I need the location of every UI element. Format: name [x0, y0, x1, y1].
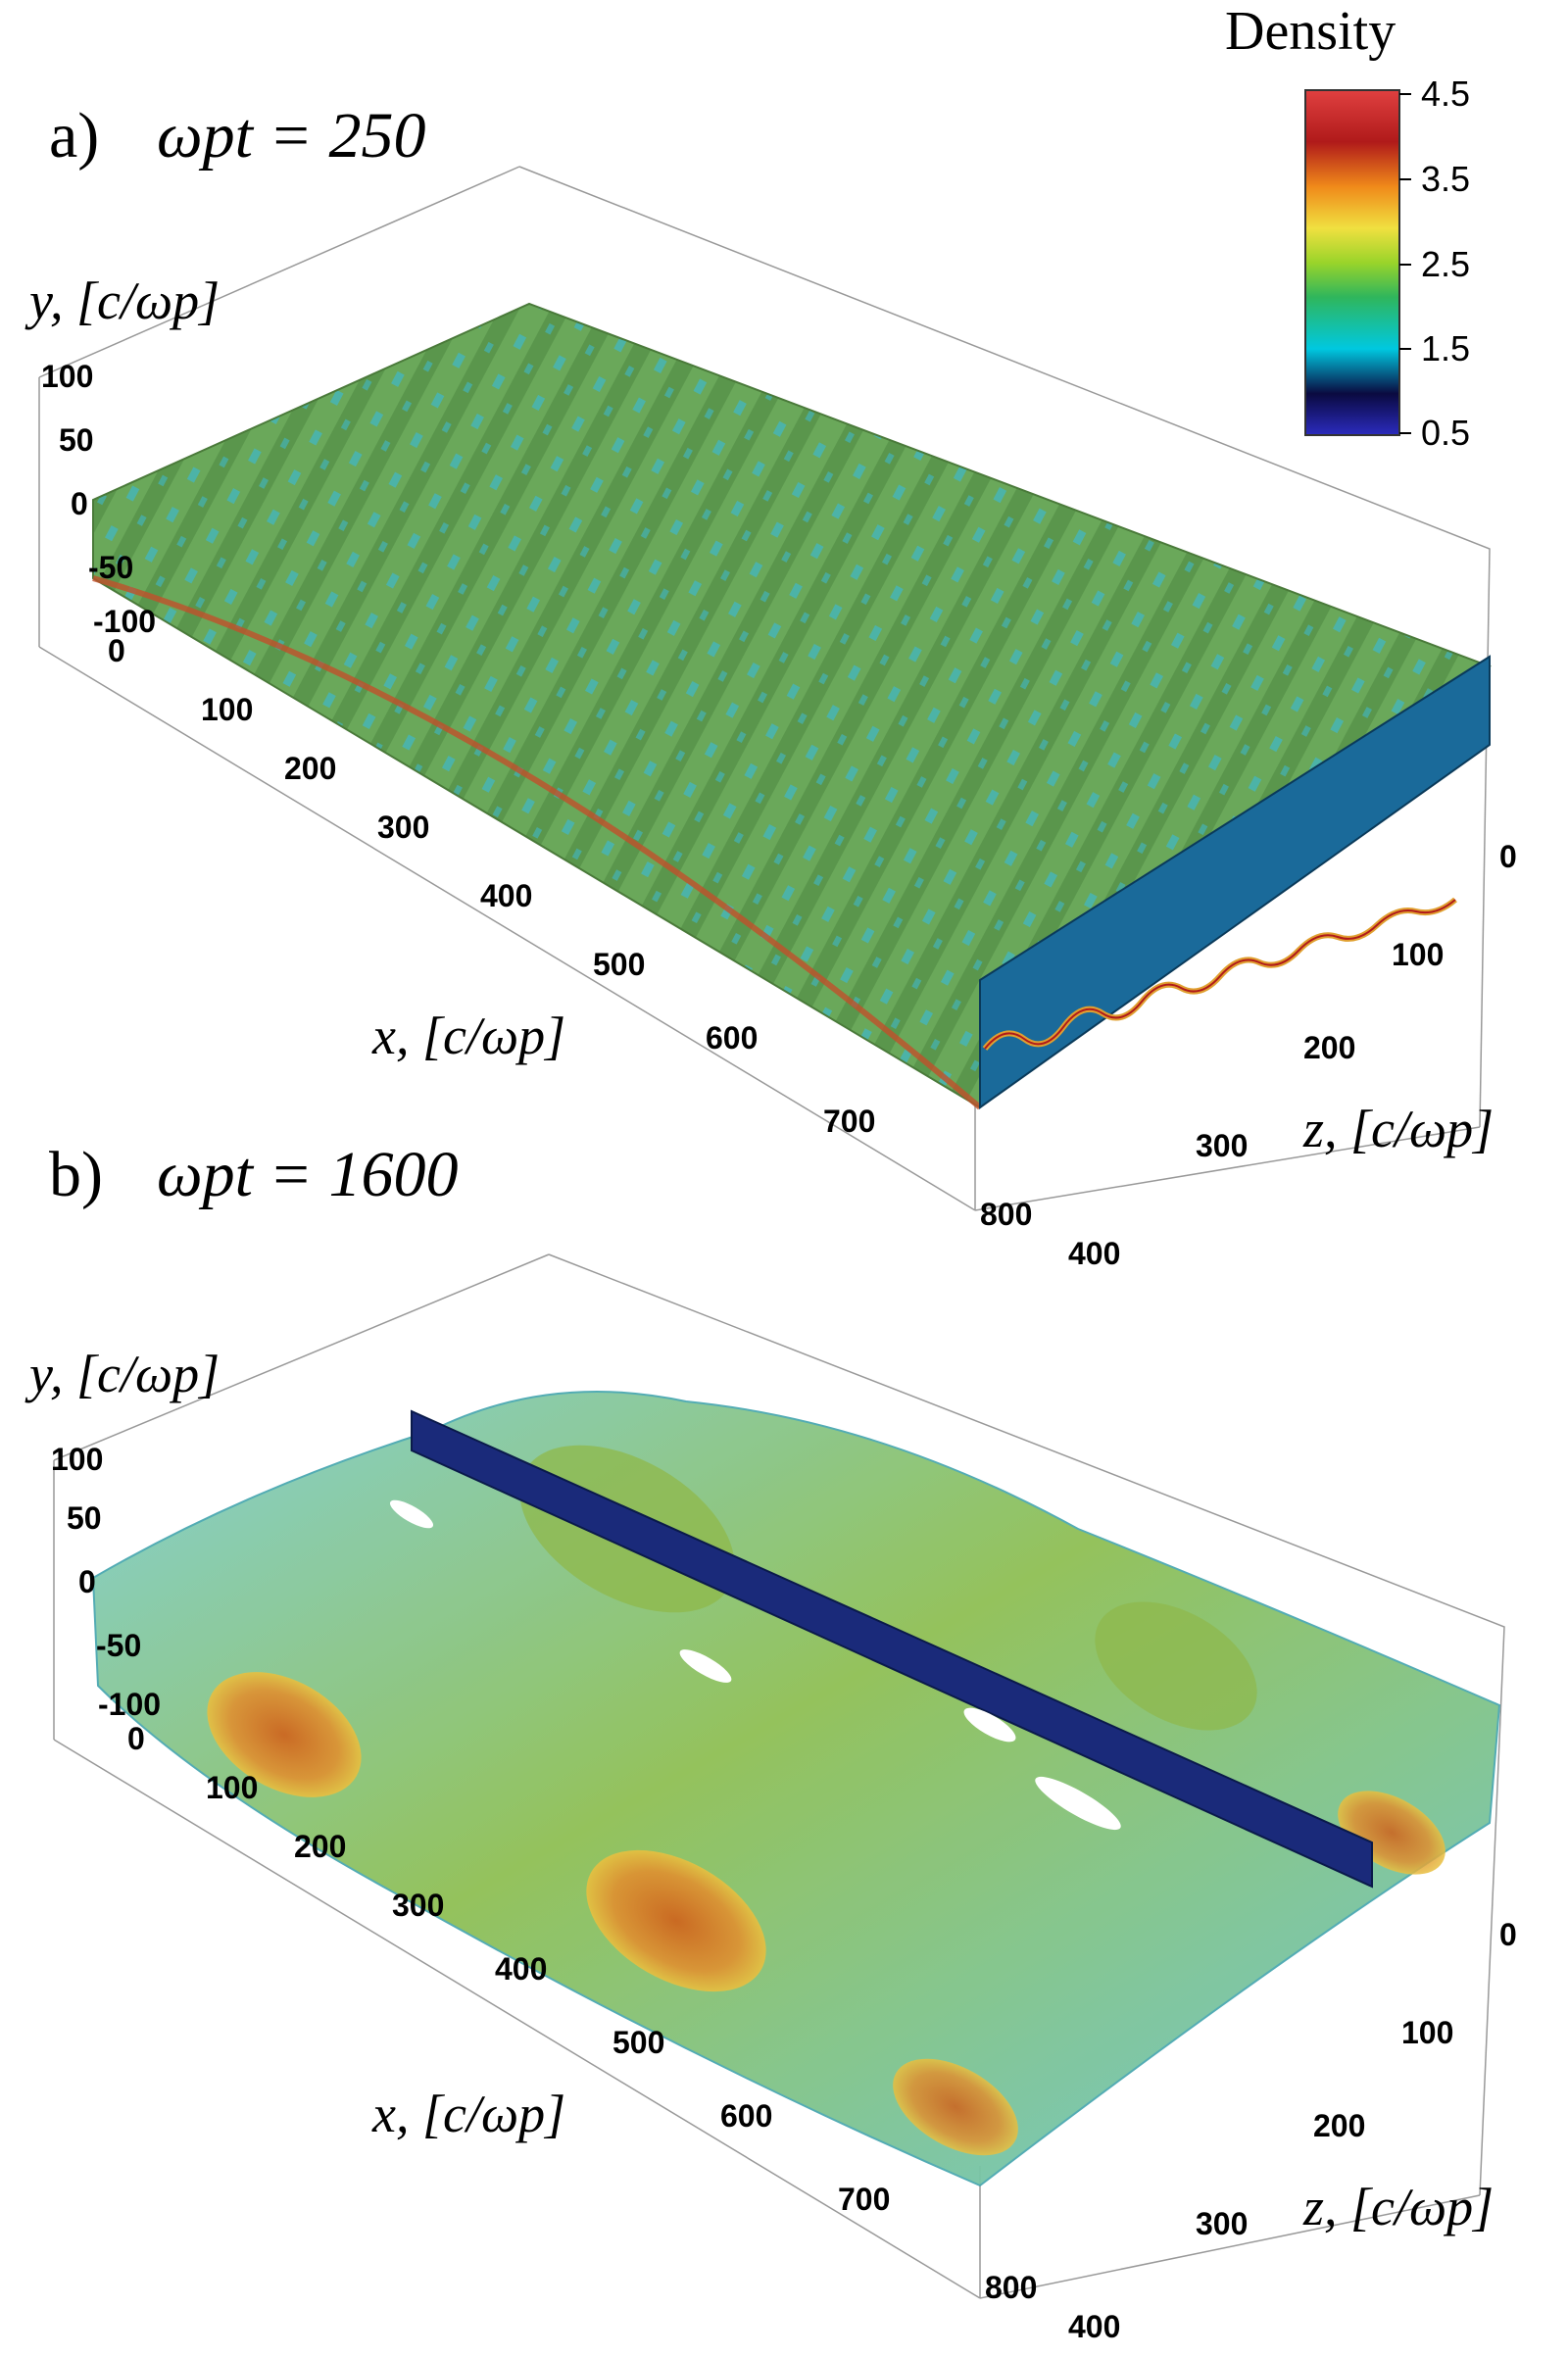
x-tick-label: 100: [201, 692, 253, 727]
y-tick-label: -100: [93, 604, 156, 639]
density-isosurface: [92, 302, 1492, 1110]
colorbar-tick-label: 4.5: [1421, 74, 1470, 114]
x-tick-label: 0: [108, 633, 125, 668]
x-tick-label: 500: [593, 947, 645, 982]
x-tick-label: 300: [392, 1888, 444, 1923]
panel-label: b): [49, 1139, 103, 1210]
panel-label: a): [49, 100, 99, 172]
colorbar: Density 4.5 3.5 2.5 1.5 0.5: [1225, 1, 1470, 453]
x-axis-label: x, [c/ωp]: [371, 1007, 565, 1065]
z-tick-label: 0: [1499, 1917, 1517, 1952]
bounding-box: [53, 1253, 1505, 2299]
x-tick-label: 200: [284, 751, 336, 786]
x-axis-label: x, [c/ωp]: [371, 2085, 565, 2143]
y-axis-label: y, [c/ωp]: [24, 1345, 220, 1403]
x-tick-label: 100: [206, 1770, 258, 1805]
bounding-box: [38, 166, 1491, 1211]
panel-time: ωpt = 250: [157, 100, 425, 172]
colorbar-tick-label: 1.5: [1421, 328, 1470, 368]
z-axis-label: z, [c/ωp]: [1302, 1100, 1494, 1158]
colorbar-tick-label: 2.5: [1421, 244, 1470, 284]
z-tick-label: 300: [1196, 1128, 1248, 1163]
x-tick-label: 0: [127, 1721, 145, 1756]
colorbar-title: Density: [1225, 1, 1396, 62]
y-tick-label: -50: [96, 1628, 141, 1663]
x-tick-label: 600: [720, 2098, 772, 2134]
panel-time: ωpt = 1600: [157, 1139, 458, 1210]
x-tick-label: 700: [823, 1104, 875, 1139]
panel-a: a) ωpt = 250 y, [c/ωp] 100 50 0 -50 -100…: [24, 100, 1517, 1271]
x-tick-label: 200: [294, 1829, 346, 1864]
x-tick-label: 800: [985, 2270, 1037, 2305]
y-tick-label: 100: [41, 359, 93, 394]
z-tick-label: 200: [1303, 1030, 1355, 1065]
x-tick-label: 500: [612, 2025, 664, 2060]
x-tick-label: 600: [706, 1020, 758, 1056]
z-tick-label: 400: [1068, 2309, 1120, 2344]
y-tick-label: 100: [51, 1442, 103, 1477]
y-tick-label: 0: [78, 1564, 96, 1599]
y-tick-label: -100: [98, 1687, 161, 1722]
z-tick-label: 100: [1401, 2015, 1453, 2050]
z-tick-label: 200: [1313, 2108, 1365, 2143]
y-tick-label: 0: [71, 486, 88, 521]
z-tick-label: 300: [1196, 2206, 1248, 2241]
x-tick-label: 400: [480, 878, 532, 913]
y-axis-label: y, [c/ωp]: [24, 271, 220, 330]
x-tick-label: 700: [838, 2182, 890, 2217]
density-isosurface: [91, 1391, 1501, 2187]
colorbar-tick-label: 3.5: [1421, 159, 1470, 199]
y-tick-label: 50: [67, 1500, 102, 1536]
x-tick-label: 300: [377, 810, 429, 845]
colorbar-bar: [1304, 89, 1400, 436]
z-axis-label: z, [c/ωp]: [1302, 2178, 1494, 2236]
colorbar-tick-marks: [1399, 93, 1411, 434]
y-tick-label: -50: [88, 550, 133, 585]
z-tick-label: 100: [1392, 937, 1444, 972]
z-tick-label: 400: [1068, 1236, 1120, 1271]
panel-b: b) ωpt = 1600: [24, 1139, 1517, 2344]
y-tick-label: 50: [59, 422, 94, 458]
colorbar-tick-label: 0.5: [1421, 413, 1470, 453]
x-tick-label: 400: [495, 1951, 547, 1987]
z-tick-label: 0: [1499, 839, 1517, 874]
x-tick-label: 800: [980, 1197, 1032, 1232]
